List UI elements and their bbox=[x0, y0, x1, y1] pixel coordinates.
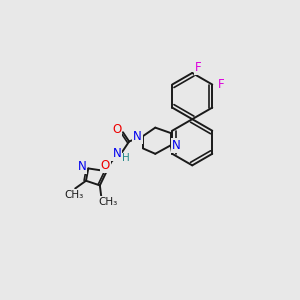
Text: CH₃: CH₃ bbox=[98, 197, 117, 207]
Text: N: N bbox=[112, 147, 121, 160]
Text: H: H bbox=[122, 153, 130, 164]
Text: N: N bbox=[78, 160, 86, 173]
Text: O: O bbox=[100, 159, 110, 172]
Text: N: N bbox=[172, 139, 181, 152]
Text: N: N bbox=[133, 130, 142, 142]
Text: O: O bbox=[112, 123, 122, 136]
Text: CH₃: CH₃ bbox=[64, 190, 83, 200]
Text: F: F bbox=[195, 61, 202, 74]
Text: F: F bbox=[218, 78, 225, 91]
